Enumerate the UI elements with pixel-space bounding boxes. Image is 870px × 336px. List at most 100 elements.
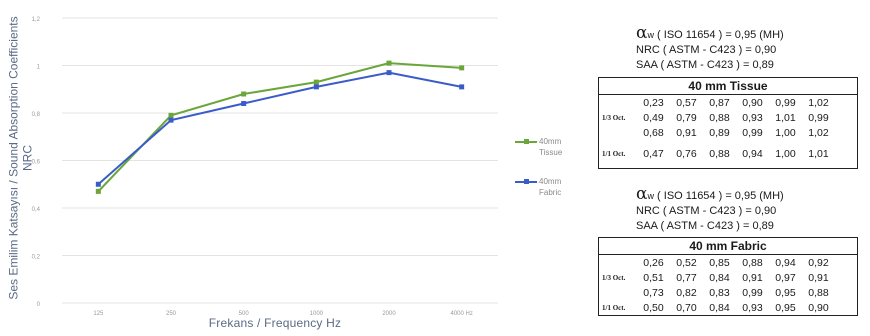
row-label: 1/3 Oct. [602, 273, 626, 282]
table-cell: 0,70 [676, 301, 697, 314]
series-point-0 [95, 188, 101, 194]
legend-item-fabric: 40mm Fabric [515, 176, 585, 198]
fabric-saa: SAA ( ASTM - C423 ) = 0,89 [636, 220, 774, 232]
y-axis-label: Ses Emilim Katsayısı / Sound Absorption … [7, 16, 35, 299]
table-cell: 0,88 [742, 256, 763, 269]
table-cell: 0,91 [742, 271, 763, 284]
table-cell: 0,89 [709, 126, 730, 139]
table-cell: 0,83 [709, 286, 730, 299]
y-tick-label: 0,6 [32, 160, 41, 166]
x-tick-label: 1000 [310, 311, 324, 317]
legend-tissue-line1: 40mm [539, 137, 562, 146]
legend-fabric-line2: Fabric [539, 188, 562, 197]
x-tick-label: 500 [239, 311, 250, 317]
tissue-table-title: 40 mm Tissue [599, 78, 857, 95]
table-cell: 1,02 [808, 126, 829, 139]
series-point-1 [95, 181, 101, 187]
tissue-alpha-text: ( ISO 11654 ) = 0,95 (MH) [657, 29, 784, 41]
table-cell: 0,50 [643, 301, 664, 314]
table-cell: 0,95 [775, 286, 796, 299]
table-cell: 1,00 [775, 126, 796, 139]
series-point-0 [168, 112, 174, 118]
legend-fabric-line1: 40mm [539, 177, 562, 186]
fabric-third-octave-row: 1/3 Oct. 0,51 0,77 0,84 0,91 0,97 0,91 [599, 270, 857, 285]
table-cell: 0,94 [742, 148, 763, 160]
table-cell: 0,87 [709, 96, 730, 109]
table-cell: 0,85 [709, 256, 730, 269]
y-axis-label-line2: NRC [21, 145, 35, 171]
tissue-table-grid: 0,23 0,57 0,87 0,90 0,99 1,02 1/3 Oct. 0,49 0,79… [599, 95, 857, 168]
fabric-alpha-sub: w [647, 191, 654, 201]
x-tick-label: 125 [93, 311, 104, 317]
table-cell: 0,99 [775, 96, 796, 109]
table-cell: 0,82 [676, 286, 697, 299]
fabric-full-octave-row: 1/1 Oct. 0,50 0,70 0,84 0,93 0,95 0,90 [599, 300, 857, 315]
series-point-0 [386, 60, 392, 66]
fabric-alpha-text: ( ISO 11654 ) = 0,95 (MH) [657, 190, 784, 202]
row-label: 1/1 Oct. [602, 303, 626, 312]
table-cell: 0,26 [643, 256, 664, 269]
chart-plot: 0 0,2 0,4 0,6 0,8 1 1,2 125 250 500 1000 2000 4000 H… [32, 17, 498, 317]
x-axis-label: Frekans / Frequency Hz [208, 316, 342, 330]
tissue-alpha-sub: w [647, 30, 654, 40]
table-cell: 0,57 [676, 96, 697, 109]
series-point-1 [313, 84, 319, 90]
table-cell: 0,52 [676, 256, 697, 269]
row-label: 1/3 Oct. [602, 113, 626, 122]
y-tick-label: 0,2 [32, 255, 41, 261]
tissue-third-octave-row: 0,23 0,57 0,87 0,90 0,99 1,02 [599, 95, 857, 110]
table-cell: 0,97 [775, 271, 796, 284]
table-cell: 0,99 [742, 126, 763, 139]
fabric-table-title: 40 mm Fabric [599, 238, 857, 255]
chart-legend: 40mm Tissue 40mm Fabric [515, 136, 585, 216]
y-tick-label: 1,2 [32, 17, 41, 23]
table-cell: 0,47 [643, 148, 664, 160]
table-cell: 0,88 [709, 111, 730, 124]
table-cell: 0,93 [742, 301, 763, 314]
y-tick-label: 1 [37, 65, 41, 71]
tissue-table: 40 mm Tissue 0,23 0,57 0,87 0,90 0,99 1,02 1/3… [598, 77, 858, 169]
row-label: 1/1 Oct. [602, 150, 626, 158]
legend-tissue-line2: Tissue [539, 148, 563, 157]
fabric-table: 40 mm Fabric 0,26 0,52 0,85 0,88 0,94 0,92 1/3… [598, 237, 858, 316]
table-cell: 0,79 [676, 111, 697, 124]
tissue-third-octave-row: 1/3 Oct. 0,49 0,79 0,88 0,93 1,01 0,99 [599, 110, 857, 125]
y-axis-label-wrap: Ses Emilim Katsayısı / Sound Absorption … [7, 8, 35, 308]
tissue-alpha-symbol: α [636, 23, 648, 43]
absorption-chart: 0 0,2 0,4 0,6 0,8 1 1,2 125 250 500 1000 2000 4000 H… [7, 8, 585, 330]
table-cell: 0,95 [775, 301, 796, 314]
table-cell: 0,84 [709, 271, 730, 284]
series-point-0 [241, 91, 247, 97]
table-cell: 1,01 [808, 148, 829, 160]
table-cell: 1,01 [775, 111, 796, 124]
legend-item-tissue: 40mm Tissue [515, 136, 585, 158]
table-cell: 0,73 [643, 286, 664, 299]
table-cell: 0,91 [808, 271, 829, 284]
x-tick-label: 2000 [382, 311, 396, 317]
table-cell: 0,77 [676, 271, 697, 284]
table-cell: 0,51 [643, 271, 664, 284]
series-point-1 [459, 84, 465, 90]
series-line-0 [97, 62, 462, 193]
table-cell: 0,94 [775, 256, 796, 269]
y-axis-label-line1: Ses Emilim Katsayısı / Sound Absorption … [7, 16, 21, 300]
series-point-0 [459, 65, 465, 71]
tissue-saa: SAA ( ASTM - C423 ) = 0,89 [636, 59, 774, 71]
fabric-table-grid: 0,26 0,52 0,85 0,88 0,94 0,92 1/3 Oct. 0,51 0,77… [599, 255, 857, 315]
table-cell: 0,88 [808, 286, 829, 299]
tissue-nrc: NRC ( ASTM - C423 ) = 0,90 [636, 44, 777, 56]
table-cell: 0,99 [742, 286, 763, 299]
x-tick-label: 250 [166, 311, 177, 317]
series-line-1 [97, 71, 462, 185]
y-tick-label: 0,4 [32, 207, 41, 213]
tissue-full-octave-row: 1/1 Oct. 0,47 0,76 0,88 0,94 1,00 1,01 [599, 140, 857, 168]
fabric-alpha-symbol: α [636, 184, 648, 204]
series-point-1 [386, 70, 392, 76]
table-cell: 0,76 [676, 148, 697, 160]
table-cell: 0,91 [676, 126, 697, 139]
x-tick-label: 4000 Hz [450, 311, 472, 317]
fabric-third-octave-row: 0,26 0,52 0,85 0,88 0,94 0,92 [599, 255, 857, 270]
